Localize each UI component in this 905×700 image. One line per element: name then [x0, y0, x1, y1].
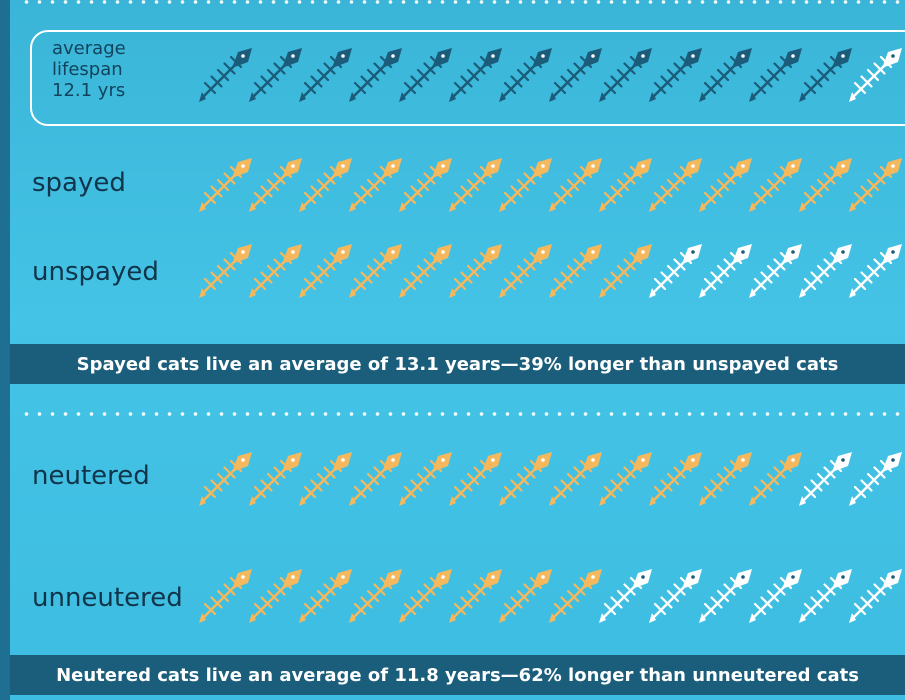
- fish-skeleton-icon: [246, 154, 306, 214]
- fish-skeleton-icon: [496, 565, 556, 625]
- average-label-line3: 12.1 yrs: [52, 80, 126, 101]
- top-dotted-divider: [20, 0, 905, 4]
- fish-skeleton-icon: [746, 565, 806, 625]
- fish-skeleton-icon: [446, 44, 506, 104]
- fish-skeleton-icon: [246, 448, 306, 508]
- fish-skeleton-icon: [846, 44, 905, 104]
- fish-skeleton-icon: [646, 565, 706, 625]
- fish-skeleton-icon: [446, 240, 506, 300]
- fish-skeleton-icon: [546, 240, 606, 300]
- neuter-summary-banner: Neutered cats live an average of 11.8 ye…: [10, 655, 905, 695]
- fish-skeleton-icon: [196, 240, 256, 300]
- left-edge-bar: [0, 0, 10, 700]
- unneutered-fish-row: [196, 565, 905, 631]
- fish-skeleton-icon: [646, 240, 706, 300]
- fish-skeleton-icon: [846, 565, 905, 625]
- fish-skeleton-icon: [646, 154, 706, 214]
- fish-skeleton-icon: [796, 154, 856, 214]
- fish-skeleton-icon: [596, 154, 656, 214]
- fish-skeleton-icon: [296, 154, 356, 214]
- fish-skeleton-icon: [296, 240, 356, 300]
- unneutered-label: unneutered: [32, 583, 183, 613]
- fish-skeleton-icon: [496, 448, 556, 508]
- fish-skeleton-icon: [796, 565, 856, 625]
- fish-skeleton-icon: [696, 565, 756, 625]
- fish-skeleton-icon: [596, 448, 656, 508]
- spayed-fish-row: [196, 154, 905, 220]
- fish-skeleton-icon: [496, 154, 556, 214]
- fish-skeleton-icon: [346, 448, 406, 508]
- fish-skeleton-icon: [196, 448, 256, 508]
- fish-skeleton-icon: [746, 448, 806, 508]
- fish-skeleton-icon: [396, 44, 456, 104]
- fish-skeleton-icon: [396, 240, 456, 300]
- neutered-fish-row: [196, 448, 905, 514]
- fish-skeleton-icon: [746, 44, 806, 104]
- fish-skeleton-icon: [346, 154, 406, 214]
- middle-dotted-divider: [20, 412, 905, 416]
- fish-skeleton-icon: [796, 240, 856, 300]
- fish-skeleton-icon: [346, 240, 406, 300]
- fish-skeleton-icon: [596, 565, 656, 625]
- fish-skeleton-icon: [696, 44, 756, 104]
- fish-skeleton-icon: [696, 154, 756, 214]
- fish-skeleton-icon: [396, 565, 456, 625]
- fish-skeleton-icon: [246, 565, 306, 625]
- fish-skeleton-icon: [196, 565, 256, 625]
- average-lifespan-box: [30, 30, 905, 126]
- average-fish-row: [196, 44, 905, 110]
- fish-skeleton-icon: [546, 448, 606, 508]
- spay-summary-banner: Spayed cats live an average of 13.1 year…: [10, 344, 905, 384]
- neutered-label: neutered: [32, 461, 150, 491]
- fish-skeleton-icon: [446, 448, 506, 508]
- fish-skeleton-icon: [646, 44, 706, 104]
- fish-skeleton-icon: [546, 44, 606, 104]
- fish-skeleton-icon: [846, 448, 905, 508]
- fish-skeleton-icon: [446, 565, 506, 625]
- fish-skeleton-icon: [346, 565, 406, 625]
- fish-skeleton-icon: [196, 44, 256, 104]
- fish-skeleton-icon: [196, 154, 256, 214]
- fish-skeleton-icon: [546, 565, 606, 625]
- fish-skeleton-icon: [446, 154, 506, 214]
- fish-skeleton-icon: [746, 240, 806, 300]
- fish-skeleton-icon: [546, 154, 606, 214]
- fish-skeleton-icon: [296, 448, 356, 508]
- fish-skeleton-icon: [596, 240, 656, 300]
- fish-skeleton-icon: [846, 240, 905, 300]
- fish-skeleton-icon: [396, 448, 456, 508]
- average-lifespan-label: average lifespan 12.1 yrs: [52, 38, 126, 101]
- fish-skeleton-icon: [696, 240, 756, 300]
- spayed-label: spayed: [32, 168, 126, 198]
- fish-skeleton-icon: [246, 44, 306, 104]
- fish-skeleton-icon: [496, 44, 556, 104]
- fish-skeleton-icon: [796, 448, 856, 508]
- average-label-line2: lifespan: [52, 59, 123, 80]
- fish-skeleton-icon: [396, 154, 456, 214]
- fish-skeleton-icon: [696, 448, 756, 508]
- fish-skeleton-icon: [746, 154, 806, 214]
- unspayed-fish-row: [196, 240, 905, 306]
- fish-skeleton-icon: [246, 240, 306, 300]
- fish-skeleton-icon: [346, 44, 406, 104]
- fish-skeleton-icon: [646, 448, 706, 508]
- fish-skeleton-icon: [596, 44, 656, 104]
- unspayed-label: unspayed: [32, 257, 159, 287]
- fish-skeleton-icon: [496, 240, 556, 300]
- fish-skeleton-icon: [796, 44, 856, 104]
- fish-skeleton-icon: [296, 565, 356, 625]
- average-label-line1: average: [52, 38, 126, 59]
- fish-skeleton-icon: [846, 154, 905, 214]
- fish-skeleton-icon: [296, 44, 356, 104]
